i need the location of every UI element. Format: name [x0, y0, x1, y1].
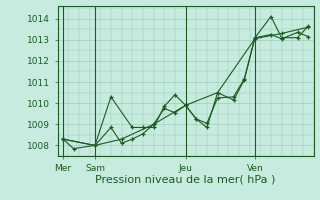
X-axis label: Pression niveau de la mer( hPa ): Pression niveau de la mer( hPa ) — [95, 174, 276, 184]
